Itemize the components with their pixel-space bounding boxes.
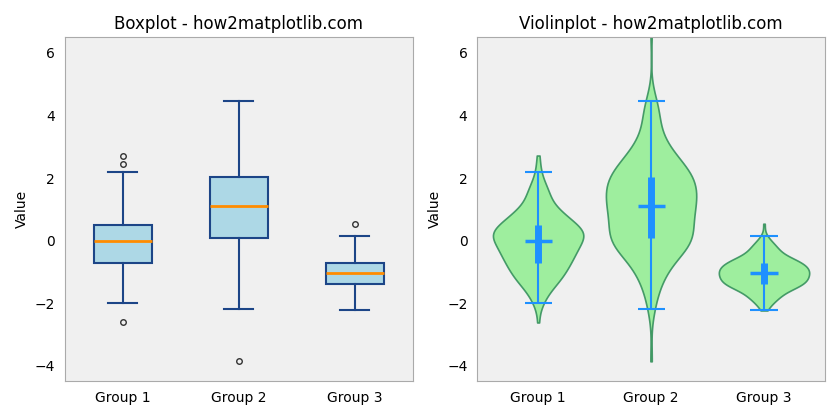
PathPatch shape xyxy=(210,177,268,238)
PathPatch shape xyxy=(93,225,151,262)
Title: Violinplot - how2matplotlib.com: Violinplot - how2matplotlib.com xyxy=(519,15,783,33)
Y-axis label: Value: Value xyxy=(428,190,442,228)
PathPatch shape xyxy=(326,263,384,284)
Title: Boxplot - how2matplotlib.com: Boxplot - how2matplotlib.com xyxy=(114,15,363,33)
Y-axis label: Value: Value xyxy=(15,190,29,228)
